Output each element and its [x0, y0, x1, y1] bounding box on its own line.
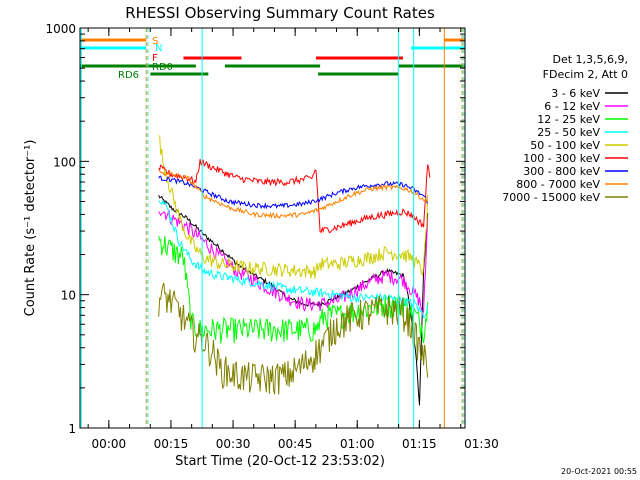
- y-axis-label: Count Rate (s⁻¹ detector⁻¹): [23, 140, 38, 317]
- x-axis-label: Start Time (20-Oct-12 23:53:02): [175, 454, 385, 469]
- legend-label-4: 50 - 100 keV: [530, 139, 600, 152]
- series-line-50-100-kev: [158, 135, 429, 279]
- series-line-300-800-kev: [158, 175, 429, 210]
- legend-label-6: 300 - 800 keV: [523, 165, 600, 178]
- legend-label-1: 6 - 12 keV: [544, 100, 600, 113]
- vertical-markers: [80, 28, 465, 428]
- x-tick-label-5: 01:15: [402, 437, 437, 451]
- flag-label-s: S: [152, 36, 158, 47]
- legend-header-line-1: Det 1,3,5,6,9,: [552, 53, 628, 66]
- y-tick-label-3: 1000: [45, 22, 76, 36]
- y-tick-label-2: 100: [53, 155, 76, 169]
- x-tick-label-3: 00:45: [278, 437, 313, 451]
- y-tick-label-1: 10: [61, 289, 76, 303]
- legend-label-2: 12 - 25 keV: [537, 113, 600, 126]
- series-line-6-12-kev: [158, 210, 429, 317]
- legend-label-8: 7000 - 15000 keV: [502, 191, 600, 204]
- flag-label-rd6: RD6: [118, 70, 139, 81]
- axis-ticks: 00:00 00:15 00:30 00:45 01:00 01:15 01:30 1 10 10…: [45, 22, 498, 451]
- print-timestamp: 20-Oct-2021 00:55: [561, 467, 637, 476]
- flag-label-n: N: [155, 43, 162, 54]
- x-tick-label-6: 01:30: [464, 437, 499, 451]
- x-tick-label-1: 00:15: [154, 437, 189, 451]
- flag-label-f: F: [152, 53, 158, 64]
- series-line-100-300-kev: [158, 159, 431, 234]
- legend-label-7: 800 - 7000 keV: [516, 178, 600, 191]
- plot-frame: [79, 27, 466, 429]
- legend-header-line-2: FDecim 2, Att 0: [543, 68, 628, 81]
- series-line-25-50-kev: [158, 199, 429, 319]
- x-tick-label-0: 00:00: [92, 437, 127, 451]
- legend-label-3: 25 - 50 keV: [537, 126, 600, 139]
- x-tick-label-4: 01:00: [340, 437, 375, 451]
- x-tick-label-2: 00:30: [216, 437, 251, 451]
- series-line-800-7000-kev: [158, 170, 429, 220]
- flag-label-rd0: RD0: [152, 62, 173, 73]
- legend-label-5: 100 - 300 keV: [523, 152, 600, 165]
- series-line-7000-15000-kev: [158, 282, 429, 395]
- series-layer: [158, 135, 431, 406]
- chart-title: RHESSI Observing Summary Count Rates: [125, 4, 435, 22]
- legend-label-0: 3 - 6 keV: [551, 87, 600, 100]
- y-tick-label-0: 1: [68, 422, 76, 436]
